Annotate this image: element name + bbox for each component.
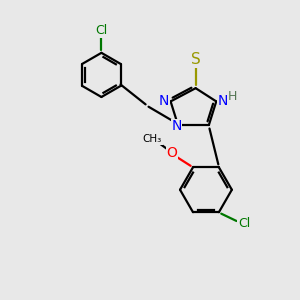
Text: N: N	[218, 94, 228, 107]
Text: CH₃: CH₃	[143, 134, 162, 144]
Text: Cl: Cl	[238, 218, 250, 230]
Text: N: N	[171, 119, 182, 134]
Text: S: S	[191, 52, 200, 67]
Text: O: O	[167, 146, 177, 161]
Text: Cl: Cl	[95, 24, 107, 37]
Text: N: N	[159, 94, 169, 107]
Text: H: H	[228, 90, 237, 103]
